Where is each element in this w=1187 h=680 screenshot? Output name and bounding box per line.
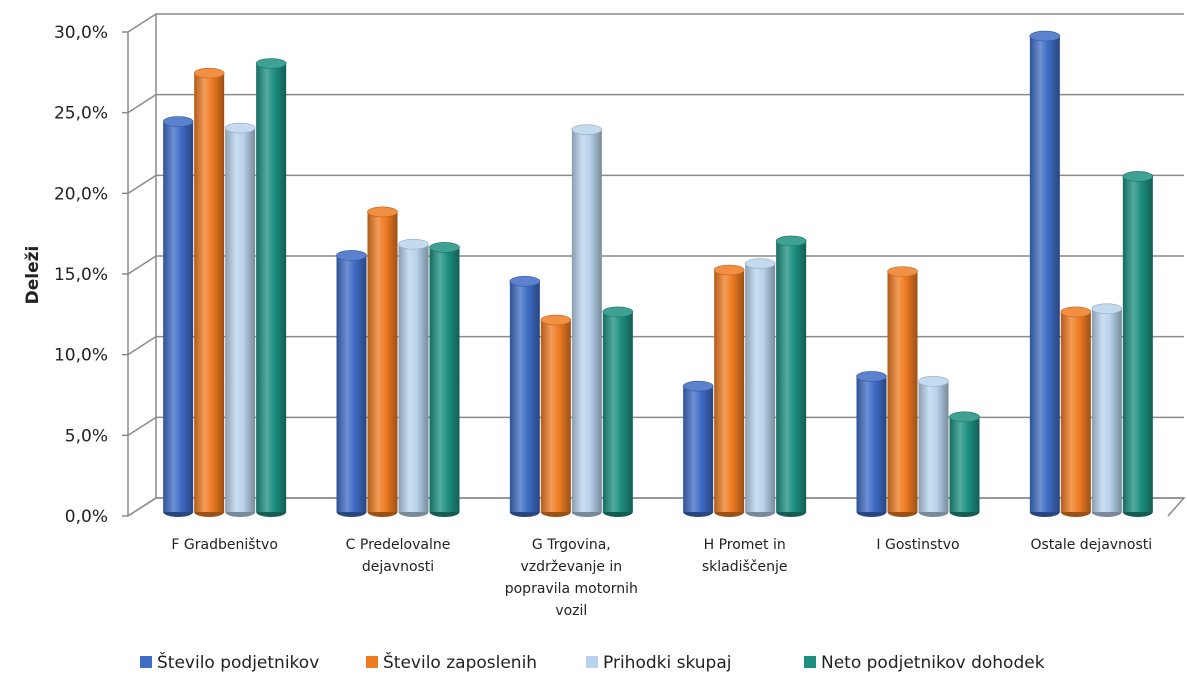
chart-walls — [127, 14, 1186, 517]
bar — [255, 58, 287, 517]
legend-label: Število podjetnikov — [157, 651, 319, 673]
bar — [1122, 171, 1154, 517]
gridlines — [127, 13, 1184, 517]
bar — [1091, 303, 1123, 517]
gridline — [127, 255, 1184, 275]
y-tick-label: 10,0% — [54, 346, 108, 366]
legend-label: Neto podjetnikov dohodek — [821, 653, 1045, 673]
bar — [193, 67, 225, 517]
bars — [162, 30, 1154, 517]
y-tick-label: 25,0% — [54, 104, 108, 124]
bar — [1029, 30, 1061, 517]
legend-swatch — [586, 656, 598, 668]
gridline — [127, 497, 1184, 517]
gridline — [127, 13, 1184, 33]
bar — [775, 235, 807, 517]
legend-swatch — [140, 656, 152, 668]
x-axis-categories: F Gradbeništvo C Predelovalne dejavnosti G … — [171, 537, 1152, 619]
legend-item: Število podjetnikov — [140, 651, 319, 673]
bar — [367, 206, 398, 517]
y-tick-label: 30,0% — [54, 23, 108, 43]
bar — [1060, 306, 1092, 517]
legend-item: Prihodki skupaj — [586, 653, 732, 673]
x-tick-label: G Trgovina, vzdrževanje in popravila motor… — [505, 537, 638, 619]
x-tick-label: F Gradbeništvo — [171, 537, 277, 553]
legend-item: Neto podjetnikov dohodek — [804, 653, 1045, 673]
bar — [540, 314, 572, 517]
bar — [398, 238, 429, 517]
legend-swatch — [366, 656, 378, 668]
x-tick-label: Ostale dejavnosti — [1030, 537, 1152, 553]
bar — [571, 124, 603, 517]
bar — [429, 242, 460, 517]
legend-label: Število zaposlenih — [383, 651, 537, 673]
y-tick-label: 5,0% — [65, 426, 108, 446]
legend-swatch — [804, 656, 816, 668]
x-tick-label: H Promet in skladiščenje — [702, 537, 788, 575]
bar — [713, 264, 745, 517]
x-tick-label: C Predelovalne dejavnosti — [346, 537, 451, 575]
x-tick-label: I Gostinstvo — [876, 537, 959, 553]
bar — [224, 122, 256, 517]
bar — [682, 380, 714, 517]
legend-item: Število zaposlenih — [366, 651, 537, 673]
gridline — [127, 174, 1184, 194]
gridline — [127, 93, 1184, 114]
floor-edge — [127, 497, 1186, 517]
y-tick-label: 0,0% — [65, 507, 108, 527]
y-tick-label: 20,0% — [54, 184, 108, 204]
bar — [887, 266, 918, 517]
bar — [336, 250, 367, 517]
bar — [162, 116, 194, 517]
y-axis-label: Deleži — [23, 246, 43, 305]
y-axis-ticks: 0,0% 5,0% 10,0% 15,0% 20,0% 25,0% 30,0% — [54, 23, 128, 527]
bar — [918, 376, 949, 517]
legend-label: Prihodki skupaj — [603, 653, 732, 673]
gridline — [127, 416, 1184, 436]
gridline — [127, 335, 1184, 356]
y-tick-label: 15,0% — [54, 265, 108, 285]
bar — [509, 275, 541, 517]
legend: Število podjetnikov Število zaposlenih Pri… — [140, 651, 1045, 673]
bar — [949, 411, 980, 517]
bar — [744, 258, 776, 517]
bar — [856, 371, 887, 517]
bar — [602, 306, 634, 517]
